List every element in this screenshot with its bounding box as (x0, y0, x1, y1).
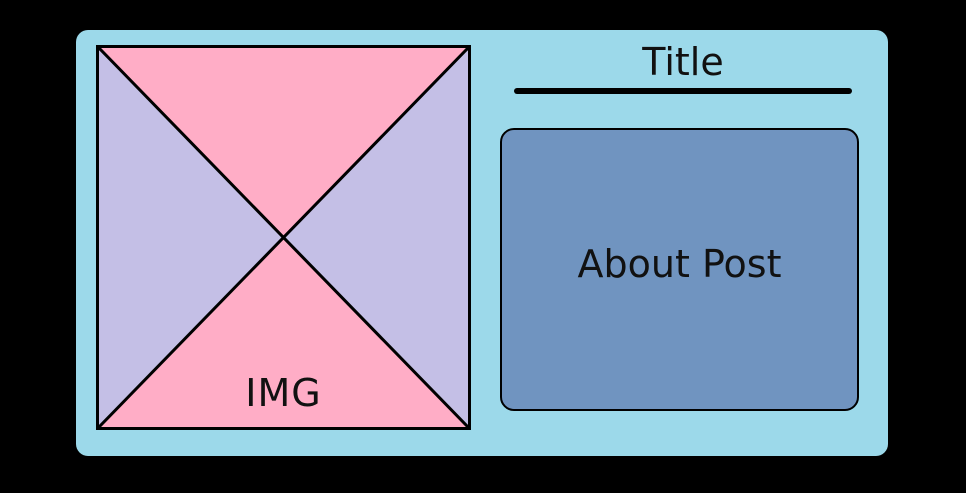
about-post-label: About Post (577, 242, 782, 286)
about-post-box[interactable]: About Post (500, 128, 859, 411)
image-label: IMG (245, 371, 322, 415)
post-card[interactable]: IMG Title About Post (76, 30, 888, 456)
post-title: Title (642, 40, 724, 84)
image-placeholder[interactable]: IMG (96, 45, 471, 430)
image-placeholder-x-icon (99, 48, 468, 427)
image-triangle-bottom (99, 237, 468, 427)
title-underline (514, 88, 852, 94)
image-diagonal-2 (99, 48, 468, 427)
image-triangle-top (99, 48, 468, 238)
